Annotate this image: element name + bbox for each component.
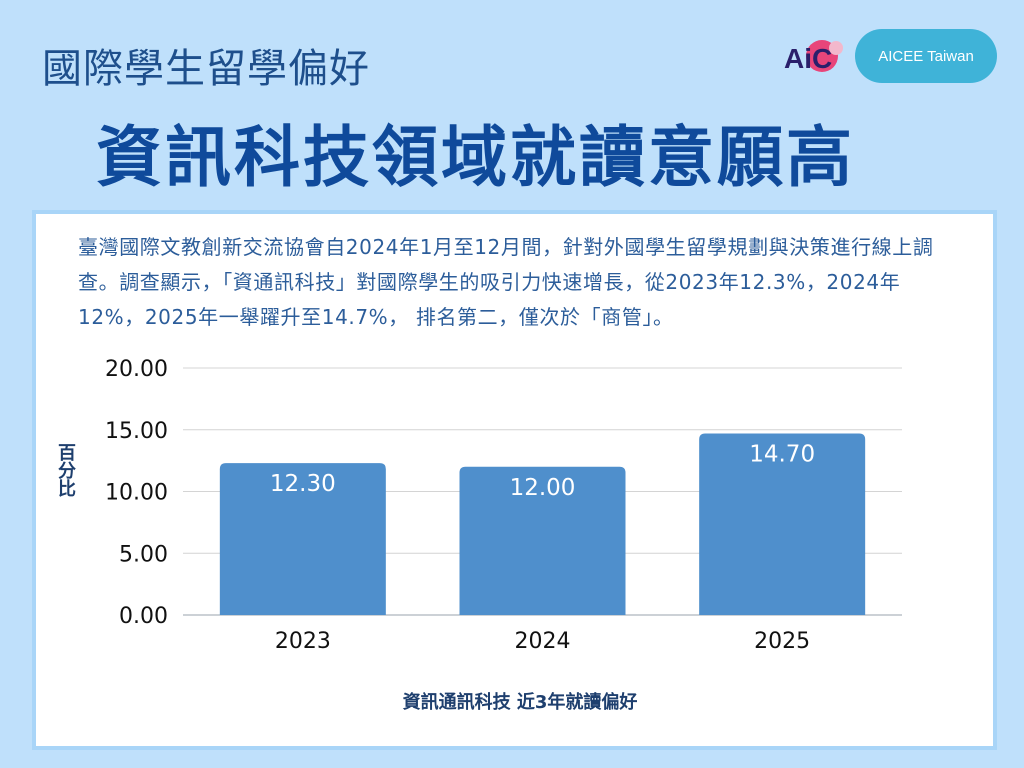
y-axis-label: 百分比 xyxy=(55,443,76,497)
bar xyxy=(459,466,626,615)
logo-text: AiC xyxy=(784,43,832,74)
x-tick-label: 2023 xyxy=(275,629,331,654)
y-tick-label: 5.00 xyxy=(119,542,168,567)
bar xyxy=(699,433,866,615)
description-paragraph: 臺灣國際文教創新交流協會自2024年1月至12月間，針對外國學生留學規劃與決策進… xyxy=(78,235,934,329)
aicee-taiwan-button[interactable]: AICEE Taiwan xyxy=(855,29,997,83)
y-tick-label: 0.00 xyxy=(119,604,168,629)
bar-value-label: 12.30 xyxy=(270,471,336,497)
bar xyxy=(219,463,386,615)
bar-value-label: 12.00 xyxy=(510,475,576,501)
y-tick-label: 15.00 xyxy=(105,419,168,444)
page-subtitle: 國際學生留學偏好 xyxy=(42,46,370,92)
y-tick-label: 10.00 xyxy=(105,481,168,506)
page-title: 資訊科技領域就讀意願高 xyxy=(96,119,855,196)
aicee-logo-icon: AiC xyxy=(784,40,843,74)
x-axis-title: 資訊通訊科技 近3年就讀偏好 xyxy=(402,692,638,713)
bar-value-label: 14.70 xyxy=(749,441,815,467)
x-tick-label: 2025 xyxy=(754,629,810,654)
y-tick-label: 20.00 xyxy=(105,357,168,382)
x-tick-label: 2024 xyxy=(515,629,571,654)
